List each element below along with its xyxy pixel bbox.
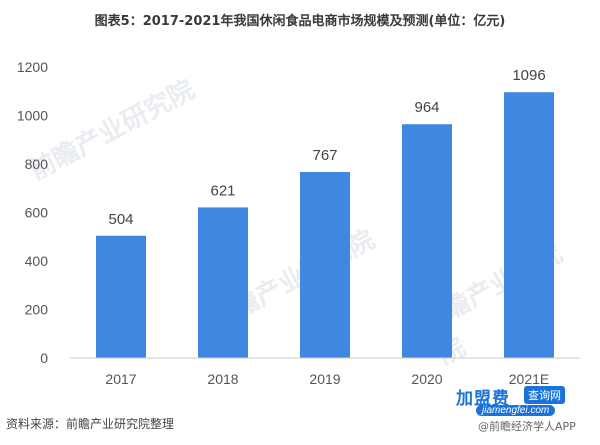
data-label: 504 — [108, 211, 133, 228]
x-tick-label: 2017 — [105, 371, 136, 387]
app-watermark: @前瞻经济学人APP — [478, 420, 576, 433]
badge-main-text: 加盟费 — [456, 389, 510, 409]
y-tick-label: 1200 — [17, 59, 48, 75]
data-label: 964 — [414, 99, 439, 116]
x-tick-label: 2019 — [309, 371, 340, 387]
data-label: 621 — [210, 182, 235, 199]
source-note: 资料来源：前瞻产业研究院整理 — [6, 417, 175, 431]
y-tick-label: 400 — [25, 253, 49, 269]
x-axis: 2017 2018 2019 2020 2021E — [70, 357, 580, 387]
data-label: 767 — [312, 147, 337, 164]
y-tick-label: 800 — [25, 156, 49, 172]
badge-tag: 查询网 — [524, 386, 565, 404]
bar-chart: 0 200 400 600 800 1000 1200 504 621 767 964 1096 2… — [17, 59, 580, 387]
bar — [96, 235, 146, 358]
x-tick-label: 2020 — [411, 371, 442, 387]
bar — [300, 172, 350, 358]
y-tick-label: 1000 — [17, 108, 48, 124]
y-tick-label: 0 — [40, 350, 48, 366]
bar — [198, 207, 248, 358]
data-label: 1096 — [512, 67, 545, 84]
site-badge: 加盟费 查询网 jiamengfei.com — [456, 384, 596, 420]
y-tick-label: 200 — [25, 302, 49, 318]
badge-url: jiamengfei.com — [476, 405, 556, 416]
chart-title: 图表5：2017-2021年我国休闲食品电商市场规模及预测(单位：亿元) — [94, 14, 506, 29]
bars: 504 621 767 964 1096 — [96, 67, 554, 358]
bar — [504, 92, 554, 358]
y-axis: 0 200 400 600 800 1000 1200 — [17, 59, 48, 366]
bar — [402, 124, 452, 358]
y-tick-label: 600 — [25, 205, 49, 221]
x-tick-label: 2021E — [509, 371, 549, 387]
x-tick-label: 2018 — [207, 371, 238, 387]
